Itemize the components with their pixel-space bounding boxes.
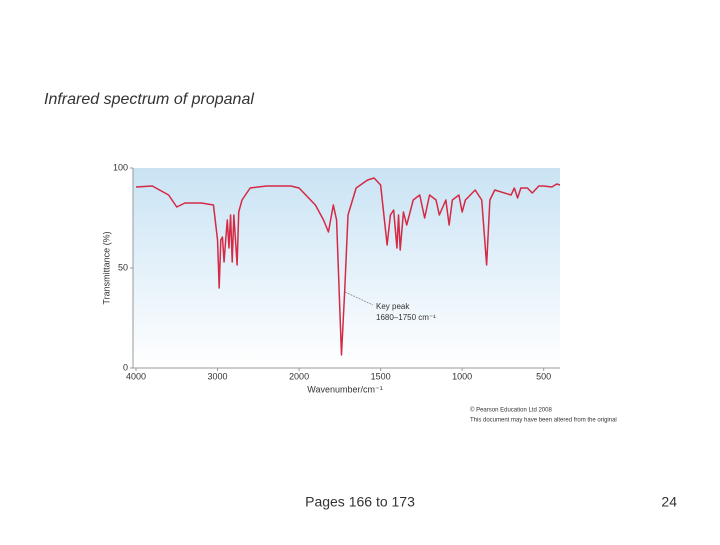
x-tick-label: 3000: [208, 371, 228, 381]
x-tick-label: 4000: [126, 371, 146, 381]
footer: Pages 166 to 173: [305, 494, 415, 510]
copyright: © Pearson Education Ltd 2008: [470, 407, 552, 414]
x-tick-label: 2000: [289, 371, 309, 381]
slide-title: Infrared spectrum of propanal: [44, 91, 254, 108]
spectrum-line: [135, 177, 561, 356]
x-tick-label: 1000: [452, 371, 472, 381]
page-number: 24: [661, 494, 677, 510]
copyright: This document may have been altered from…: [470, 418, 617, 424]
y-axis-label: Transmittance (%): [101, 231, 111, 304]
y-tick-label: 50: [118, 262, 128, 272]
annotation: 1680–1750 cm⁻¹: [376, 313, 436, 322]
y-tick-label: 0: [123, 362, 128, 372]
x-tick-label: 500: [536, 371, 551, 381]
plot-background: [133, 168, 560, 368]
annotation-leader: [344, 291, 374, 306]
x-axis-label: Wavenumber/cm⁻¹: [307, 384, 382, 394]
annotation: Key peak: [376, 302, 410, 311]
x-tick-label: 1500: [371, 371, 391, 381]
y-tick-label: 100: [113, 162, 128, 172]
